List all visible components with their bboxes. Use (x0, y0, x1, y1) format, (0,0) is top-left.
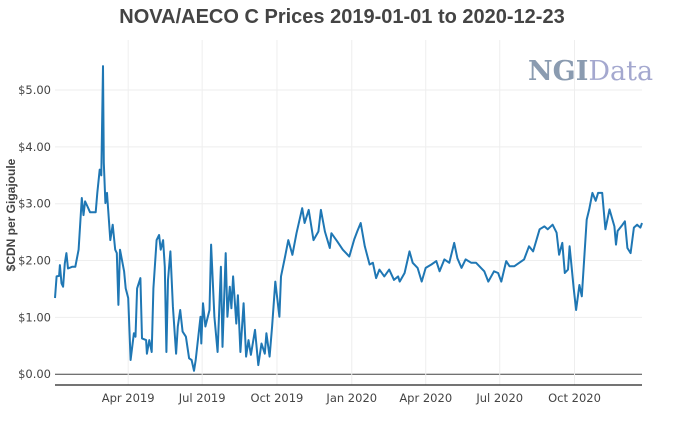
x-tick-label: Jul 2020 (475, 391, 523, 405)
x-tick-label: Oct 2019 (251, 391, 304, 405)
x-tick-label: Oct 2020 (548, 391, 601, 405)
y-axis: $0.00 $1.00 $2.00 $3.00 $4.00 $5.00 (18, 83, 51, 381)
x-axis: Apr 2019 Jul 2019 Oct 2019 Jan 2020 Apr 2020… (55, 384, 642, 405)
x-tick-label: Jan 2020 (325, 391, 377, 405)
y-tick-label: $2.00 (18, 254, 51, 268)
y-tick-label: $3.00 (18, 197, 51, 211)
y-tick-label: $0.00 (18, 367, 51, 381)
price-series-line (54, 65, 643, 372)
chart-title: NOVA/AECO C Prices 2019-01-01 to 2020-12… (119, 6, 565, 28)
x-tick-label: Apr 2020 (399, 391, 452, 405)
y-tick-label: $1.00 (18, 310, 51, 324)
svg-text:NGIData: NGIData (528, 56, 653, 87)
y-tick-label: $4.00 (18, 140, 51, 154)
y-tick-label: $5.00 (18, 83, 51, 97)
y-axis-label: $CDN per Gigajoule (4, 158, 18, 271)
x-tick-label: Jul 2019 (178, 391, 226, 405)
grid (55, 40, 642, 385)
x-tick-label: Apr 2019 (102, 391, 155, 405)
ngi-data-logo: NGIData (528, 56, 653, 87)
